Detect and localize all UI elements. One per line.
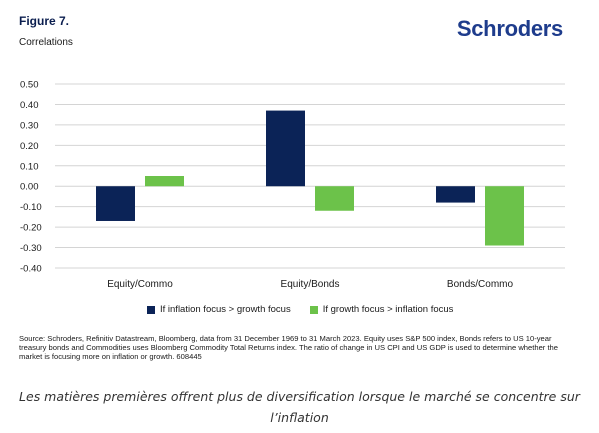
figure-subtitle: Correlations <box>19 37 73 48</box>
x-category-label: Equity/Commo <box>107 279 173 290</box>
brand-logo: Schroders <box>456 16 563 41</box>
bar-growth-focus <box>485 186 524 246</box>
y-tick-label: 0.40 <box>20 100 39 111</box>
legend-swatch-green <box>309 305 318 314</box>
y-tick-label: -0.10 <box>20 202 42 213</box>
legend-swatch-navy <box>147 305 155 314</box>
chart-legend: If inflation focus > growth focus If gro… <box>147 304 453 315</box>
y-tick-label: 0.10 <box>20 161 39 172</box>
x-category-label: Equity/Bonds <box>281 279 340 290</box>
legend-label-growth-focus: If growth focus > inflation focus <box>322 304 454 315</box>
correlation-bar-chart: 0.50 0.40 0.30 0.20 0.10 0.00 -0.10 -0.20 -0.30 -… <box>20 80 565 290</box>
y-tick-label: -0.30 <box>20 243 42 254</box>
y-tick-label: -0.40 <box>20 264 42 275</box>
legend-item-growth-focus: If growth focus > inflation focus <box>309 304 454 315</box>
bar-growth-focus <box>315 186 354 211</box>
bar-inflation-focus <box>266 110 305 187</box>
source-note: Source: Schroders, Refinitiv Datastream,… <box>19 334 559 362</box>
y-tick-label: 0.00 <box>20 182 39 193</box>
image-caption: Les matières premières offrent plus de d… <box>19 389 580 425</box>
y-tick-label: 0.30 <box>20 120 39 131</box>
figure-label: Figure 7. <box>19 14 70 28</box>
y-tick-label: -0.20 <box>20 223 42 234</box>
y-tick-label: 0.50 <box>20 80 39 91</box>
y-tick-label: 0.20 <box>20 141 39 152</box>
bar-inflation-focus <box>96 186 135 221</box>
bar-inflation-focus <box>436 186 475 203</box>
bar-growth-focus <box>145 176 184 187</box>
legend-label-inflation-focus: If inflation focus > growth focus <box>160 304 291 315</box>
legend-item-inflation-focus: If inflation focus > growth focus <box>147 304 291 315</box>
x-category-label: Bonds/Commo <box>447 279 514 290</box>
